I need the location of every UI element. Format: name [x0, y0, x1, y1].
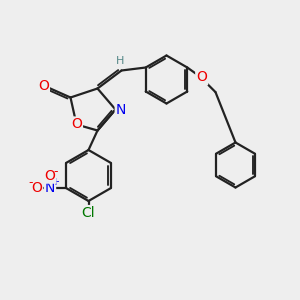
Text: Cl: Cl [82, 206, 95, 220]
Text: +: + [51, 177, 59, 187]
Text: O: O [196, 70, 207, 84]
Text: N: N [116, 103, 126, 116]
Text: -: - [54, 165, 58, 178]
Text: O: O [38, 79, 49, 92]
Text: O: O [71, 118, 82, 131]
Text: N: N [45, 181, 55, 195]
Text: -: - [29, 176, 33, 189]
Text: H: H [116, 56, 124, 66]
Text: O: O [31, 181, 42, 195]
Text: O: O [44, 169, 56, 183]
